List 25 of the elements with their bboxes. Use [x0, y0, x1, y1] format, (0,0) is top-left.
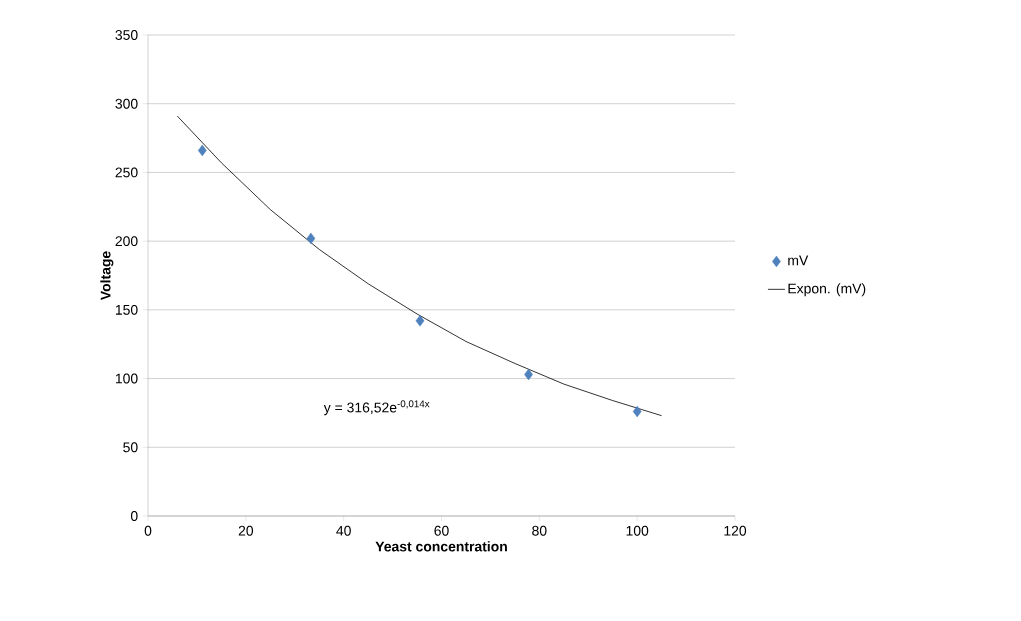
- point: [306, 232, 316, 245]
- y-tick-label: 50: [123, 442, 138, 453]
- y-tick-label: 200: [115, 236, 138, 247]
- x-tick-label: 0: [144, 525, 152, 536]
- y-axis-title: Voltage: [100, 251, 114, 301]
- x-tick-label: 60: [434, 525, 449, 536]
- y-tick-label: 100: [115, 373, 138, 384]
- y-tick-label: 250: [115, 167, 138, 178]
- y-tick-label: 0: [130, 511, 138, 521]
- x-tick-label: 80: [532, 525, 547, 536]
- legend-label: mV: [788, 255, 809, 266]
- annotation: y = 316,52e$^{-0,014x}$: [323, 400, 430, 416]
- x-tick-label: 100: [626, 525, 649, 536]
- x-axis-title: Yeast concentration: [375, 541, 507, 552]
- legend-label: Expon. (mV): [788, 283, 866, 297]
- point: [415, 315, 425, 327]
- point: [632, 405, 642, 418]
- y-tick-label: 300: [115, 98, 138, 109]
- x-tick-label: 40: [336, 525, 351, 536]
- point: [197, 144, 207, 157]
- x-tick-label: 20: [238, 525, 254, 536]
- line-series: [176, 115, 663, 417]
- x-tick-label: 120: [724, 525, 747, 536]
- y-tick-label: 350: [115, 30, 138, 40]
- y-tick-label: 150: [115, 304, 138, 315]
